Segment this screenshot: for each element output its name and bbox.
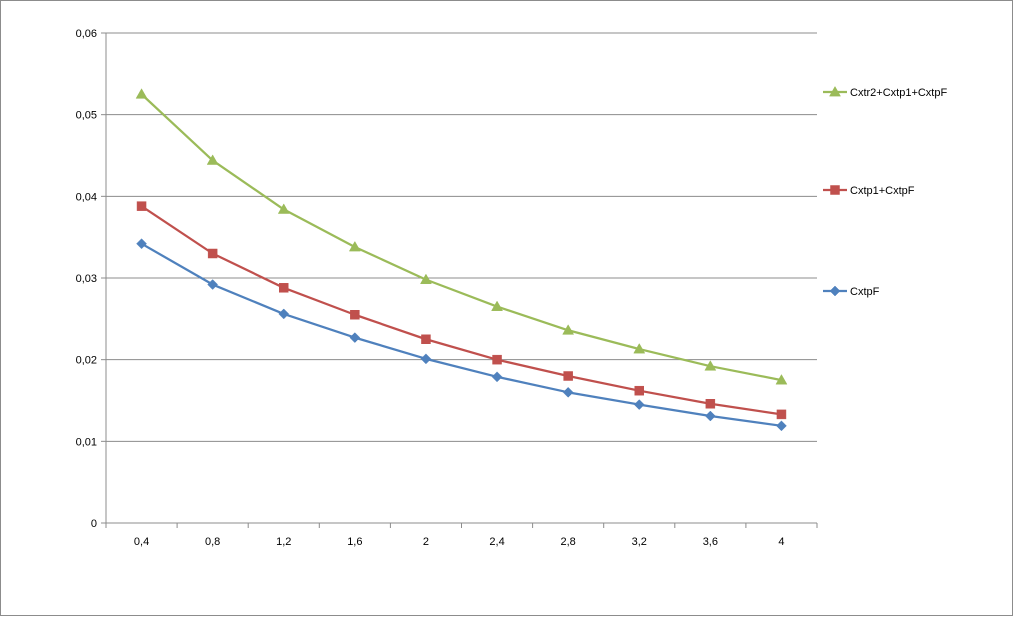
x-tick-label: 2 [423,536,429,548]
x-axis-tick-labels: 0,4 0,8 1,2 1,6 2 2,4 2,8 3,2 3,6 4 [134,536,785,548]
legend-label: Cxtp1+CxtpF [850,185,915,197]
data-point [634,385,644,396]
y-tick-label: 0,02 [76,355,97,367]
gridlines [106,32,817,442]
data-point [207,279,219,290]
x-tick-label: 4 [778,536,784,548]
series-lines [135,88,788,432]
data-point [136,201,147,211]
legend-item: Cxtp1+CxtpF [823,185,915,197]
data-point [705,399,716,409]
legend-marker [830,185,840,195]
x-tick-label: 3,6 [703,536,718,548]
data-point [633,343,646,354]
data-point [562,324,575,335]
data-point [776,409,787,420]
legend-item: Cxtr2+Cxtp1+CxtpF [823,85,947,99]
legend-marker [829,285,841,297]
series-line [140,205,783,416]
series-line [140,93,783,382]
series-2 [136,201,787,420]
x-tick-label: 2,4 [489,536,504,548]
data-point [349,332,361,343]
y-tick-label: 0,01 [76,436,97,448]
x-tick-label: 1,2 [276,536,291,548]
data-point [135,88,148,99]
data-point [775,374,788,385]
data-point [704,410,716,422]
series-3 [136,238,787,432]
x-tick-label: 3,2 [632,536,647,548]
legend-label: CxtpF [850,286,880,298]
data-point [633,399,645,410]
data-point [562,386,574,398]
legend-label: Cxtr2+Cxtp1+CxtpF [850,87,947,99]
data-point [491,371,503,383]
data-point [704,360,717,371]
data-point [420,353,432,365]
data-point [420,273,432,285]
series-1 [135,88,788,385]
data-point [563,371,573,381]
data-point [350,310,360,320]
data-point [277,203,290,214]
y-tick-label: 0,04 [76,191,97,203]
data-point [776,420,787,432]
data-point [136,238,147,250]
y-axis-tick-labels: 0 0,01 0,02 0,03 0,04 0,05 0,06 [76,28,97,530]
data-point [278,308,290,320]
data-point [492,354,502,365]
x-tick-label: 2,8 [561,536,576,548]
data-point [348,240,361,252]
data-point [491,300,503,311]
y-tick-label: 0,06 [76,28,97,40]
x-tick-label: 1,6 [347,536,362,548]
legend-item: CxtpF [823,285,880,298]
y-tick-label: 0 [91,518,97,530]
data-point [207,248,218,259]
axes [101,32,818,528]
data-point [279,283,289,293]
legend: Cxtr2+Cxtp1+CxtpF Cxtp1+CxtpF CxtpF [823,85,947,298]
x-tick-label: 0,8 [205,536,220,548]
y-tick-label: 0,05 [76,110,97,122]
x-tick-label: 0,4 [134,536,149,548]
legend-marker [829,85,841,97]
y-tick-label: 0,03 [76,273,97,285]
data-point [206,154,219,165]
data-point [421,334,431,344]
series-line [140,242,783,427]
